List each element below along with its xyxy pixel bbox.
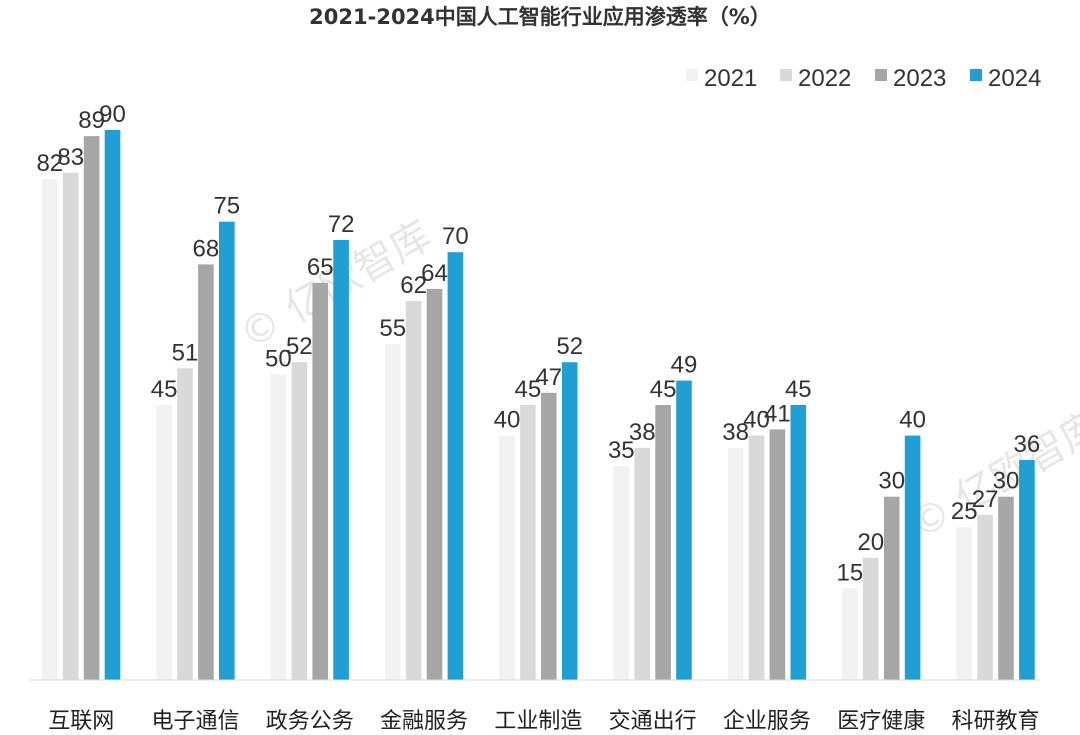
value-label-2024-电子通信: 75 [213, 193, 240, 220]
bar-2022-电子通信 [177, 368, 193, 680]
bar-2023-金融服务 [426, 288, 443, 680]
category-label-医疗健康: 医疗健康 [837, 709, 925, 734]
bar-2024-医疗健康 [904, 435, 921, 680]
category-label-企业服务: 企业服务 [723, 709, 811, 734]
value-label-2024-科研教育: 36 [1014, 431, 1041, 458]
bar-2021-金融服务 [384, 343, 401, 680]
value-label-2024-企业服务: 45 [785, 376, 812, 403]
value-label-2021-工业制造: 40 [494, 407, 521, 434]
legend: 2021 2022 2023 2024 [686, 65, 1041, 92]
bar-2024-互联网 [104, 130, 121, 680]
bar-2023-政务公务 [312, 282, 328, 680]
value-label-2023-电子通信: 68 [193, 235, 220, 262]
bar-2024-金融服务 [447, 252, 464, 680]
value-label-2024-工业制造: 52 [556, 333, 583, 360]
bar-2024-电子通信 [219, 221, 235, 680]
legend-swatch-2022 [780, 69, 792, 81]
value-label-2022-互联网: 83 [57, 144, 84, 171]
value-label-2023-互联网: 89 [78, 107, 105, 134]
bar-2023-工业制造 [541, 392, 557, 680]
bar-2023-互联网 [83, 136, 100, 681]
bars [42, 130, 1035, 681]
bar-2022-互联网 [62, 172, 79, 681]
bar-2024-工业制造 [561, 362, 578, 680]
legend-swatch-2024 [970, 69, 982, 81]
value-label-2023-政务公务: 65 [307, 254, 334, 281]
bar-2024-企业服务 [790, 405, 807, 680]
bar-2022-企业服务 [748, 435, 765, 680]
bar-2024-交通出行 [676, 380, 692, 680]
value-label-2021-电子通信: 45 [151, 376, 178, 403]
bar-2021-交通出行 [613, 466, 630, 680]
chart-title: 2021-2024中国人工智能行业应用渗透率（%） [309, 5, 771, 29]
bar-2023-交通出行 [655, 405, 671, 680]
bar-2022-科研教育 [977, 515, 993, 680]
value-labels: 8283899045516875505265725562647040454752… [36, 101, 1040, 586]
category-label-政务公务: 政务公务 [266, 709, 354, 734]
bar-2022-交通出行 [634, 447, 650, 680]
bar-2023-电子通信 [198, 264, 214, 680]
bar-2023-医疗健康 [883, 496, 900, 680]
category-label-电子通信: 电子通信 [151, 709, 239, 734]
bar-2021-医疗健康 [842, 588, 858, 680]
bar-2022-政务公务 [291, 362, 308, 680]
bar-2021-工业制造 [499, 435, 515, 680]
value-label-2022-政务公务: 52 [286, 333, 313, 360]
bar-2021-电子通信 [156, 405, 172, 680]
bar-2023-科研教育 [998, 496, 1014, 680]
bar-2021-互联网 [42, 178, 58, 680]
value-label-2024-互联网: 90 [99, 101, 126, 128]
value-label-2021-政务公务: 50 [265, 345, 292, 372]
bar-2021-科研教育 [956, 527, 972, 680]
legend-label-2021: 2021 [704, 65, 757, 92]
legend-swatch-2021 [686, 69, 698, 81]
value-label-2023-科研教育: 30 [993, 468, 1020, 495]
category-label-工业制造: 工业制造 [494, 709, 582, 734]
value-label-2022-工业制造: 45 [515, 376, 542, 403]
value-label-2022-金融服务: 62 [400, 272, 427, 299]
bar-2022-工业制造 [520, 405, 536, 680]
bar-2024-科研教育 [1019, 460, 1035, 680]
value-label-2022-科研教育: 27 [972, 486, 999, 513]
bar-2024-政务公务 [333, 240, 349, 680]
bar-2021-企业服务 [727, 447, 744, 680]
value-label-2022-电子通信: 51 [172, 339, 199, 366]
value-label-2021-互联网: 82 [36, 150, 63, 177]
legend-label-2024: 2024 [988, 65, 1041, 92]
value-label-2021-金融服务: 55 [379, 315, 406, 342]
bar-2023-企业服务 [769, 429, 786, 680]
value-label-2022-交通出行: 38 [629, 419, 656, 446]
legend-swatch-2023 [875, 69, 887, 81]
value-label-2021-医疗健康: 15 [837, 559, 864, 586]
category-label-交通出行: 交通出行 [609, 709, 697, 734]
value-label-2022-企业服务: 40 [743, 407, 770, 434]
value-label-2022-医疗健康: 20 [857, 529, 884, 556]
value-label-2021-交通出行: 35 [608, 437, 635, 464]
category-label-科研教育: 科研教育 [951, 709, 1039, 734]
legend-label-2023: 2023 [893, 65, 946, 92]
category-labels: 互联网 电子通信 政务公务 金融服务 工业制造 交通出行 企业服务 医疗健康 科研教育 [48, 709, 1039, 734]
value-label-2024-交通出行: 49 [671, 352, 698, 379]
value-label-2023-金融服务: 64 [421, 260, 448, 287]
bar-2021-政务公务 [270, 374, 287, 680]
value-label-2023-医疗健康: 30 [878, 468, 905, 495]
category-label-互联网: 互联网 [48, 709, 114, 734]
value-label-2021-科研教育: 25 [951, 498, 978, 525]
bar-2022-金融服务 [405, 301, 422, 680]
value-label-2023-企业服务: 41 [764, 400, 791, 427]
bar-2022-医疗健康 [863, 557, 879, 680]
category-label-金融服务: 金融服务 [380, 709, 468, 734]
value-label-2024-金融服务: 70 [442, 223, 469, 250]
value-label-2023-交通出行: 45 [650, 376, 677, 403]
value-label-2024-政务公务: 72 [328, 211, 355, 238]
value-label-2023-工业制造: 47 [535, 364, 562, 391]
value-label-2021-企业服务: 38 [722, 419, 749, 446]
value-label-2024-医疗健康: 40 [899, 407, 926, 434]
legend-label-2022: 2022 [798, 65, 851, 92]
